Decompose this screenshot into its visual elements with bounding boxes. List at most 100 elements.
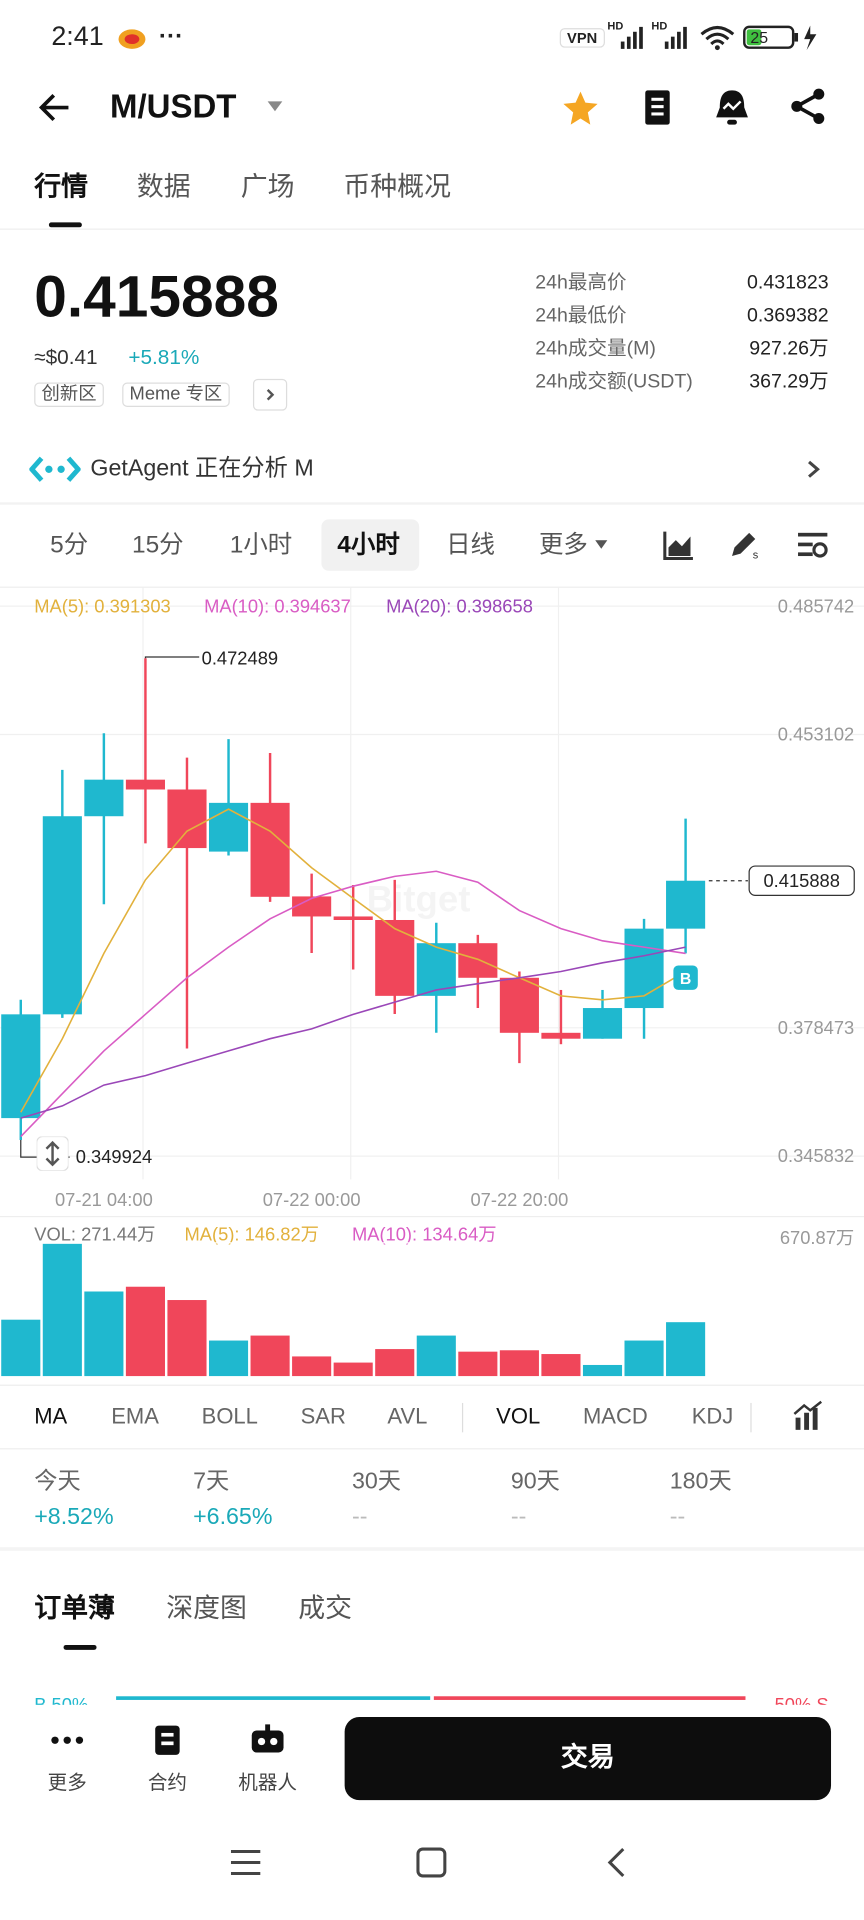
ma-legend: MA(20): 0.398658 <box>386 595 533 616</box>
volume-bar <box>458 1351 498 1377</box>
volume-legend: VOL: 271.44万 <box>34 1223 155 1244</box>
volume-bar <box>42 1243 82 1377</box>
trade-label[interactable]: 交易 <box>560 1741 615 1773</box>
candle-body <box>582 1008 623 1039</box>
bot-icon[interactable] <box>249 1723 286 1757</box>
last-price-box <box>748 865 855 897</box>
weibo-icon <box>118 29 146 49</box>
nav-back[interactable] <box>604 1845 628 1879</box>
last-price: 0.415888 <box>34 265 279 331</box>
tag-more[interactable] <box>252 378 288 411</box>
notes-icon[interactable] <box>640 88 674 127</box>
indicator-tab[interactable]: BOLL <box>201 1403 258 1429</box>
volume-bar <box>167 1300 207 1377</box>
alert-icon[interactable] <box>714 88 751 127</box>
candle-body <box>1 1014 41 1119</box>
nav-home[interactable] <box>414 1845 448 1879</box>
orderbook-tab[interactable]: 深度图 <box>166 1592 247 1624</box>
separator <box>461 1402 464 1433</box>
bottom-nav-label[interactable]: 更多 <box>47 1773 87 1795</box>
bottom-nav-label[interactable]: 机器人 <box>238 1773 297 1795</box>
settings-icon[interactable] <box>797 530 829 559</box>
period-change: -- <box>351 1504 368 1531</box>
buy-marker <box>673 965 698 990</box>
divider <box>0 502 864 505</box>
period-label: 7天 <box>193 1469 230 1495</box>
interval[interactable]: 5分 <box>50 531 89 559</box>
favorite-star[interactable] <box>562 89 599 126</box>
more-icon[interactable] <box>49 1726 86 1755</box>
stat-label: 24h最高价 <box>535 272 627 294</box>
volume-bar <box>1 1319 41 1377</box>
indicator-settings[interactable] <box>792 1400 824 1433</box>
tab[interactable]: 广场 <box>240 171 295 203</box>
volume-bar <box>333 1362 373 1377</box>
battery-level: 25 <box>750 28 769 47</box>
candle-body <box>250 802 290 897</box>
tab-underline <box>48 222 82 228</box>
period-label: 180天 <box>669 1469 732 1495</box>
back-arrow[interactable] <box>37 90 74 124</box>
usd-price: ≈$0.41 <box>34 346 98 370</box>
x-tick-label: 07-22 20:00 <box>470 1189 568 1210</box>
candle-body <box>42 816 82 1015</box>
indicator-tab[interactable]: SAR <box>300 1403 346 1429</box>
battery-icon <box>743 25 817 51</box>
tab[interactable]: 行情 <box>34 171 89 203</box>
status-hd: HD <box>607 20 624 33</box>
zone-tag[interactable]: Meme 专区 <box>122 382 230 408</box>
orderbook-tab[interactable]: 订单薄 <box>34 1592 115 1624</box>
volume-bar <box>416 1335 456 1377</box>
zone-tag[interactable]: 创新区 <box>34 382 104 408</box>
indicator-tab[interactable]: VOL <box>496 1403 541 1429</box>
high-label: 0.472489 <box>202 647 278 668</box>
svg-text:s: s <box>753 549 759 560</box>
interval[interactable]: 1小时 <box>229 531 293 559</box>
trade-button[interactable] <box>344 1717 832 1801</box>
candle-body <box>125 779 165 790</box>
scale-toggle[interactable] <box>36 1136 69 1171</box>
ma-legend: MA(10): 0.394637 <box>204 595 351 616</box>
interval[interactable]: 15分 <box>131 531 184 559</box>
volume-legend: MA(10): 134.64万 <box>352 1223 497 1244</box>
period-label: 90天 <box>510 1469 560 1495</box>
interval[interactable]: 更多 <box>538 531 588 559</box>
indicator-tab[interactable]: AVL <box>387 1403 428 1429</box>
stat-value: 0.431823 <box>747 272 829 294</box>
period-label: 30天 <box>351 1469 402 1495</box>
status-more: ··· <box>158 22 184 50</box>
nav-menu[interactable] <box>227 1845 264 1879</box>
volume-bar <box>541 1354 581 1377</box>
more-dropdown[interactable] <box>595 540 608 550</box>
x-tick-label: 07-21 04:00 <box>55 1189 153 1210</box>
pair-dropdown[interactable] <box>266 100 283 112</box>
chevron-right[interactable] <box>807 460 822 480</box>
candle-body <box>541 1032 581 1039</box>
candle-body <box>499 977 539 1033</box>
tab[interactable]: 币种概况 <box>343 171 451 203</box>
share-icon[interactable] <box>789 88 826 125</box>
indicator-tab[interactable]: KDJ <box>691 1403 734 1429</box>
stat-value: 927.26万 <box>749 338 829 360</box>
interval[interactable]: 4小时 <box>337 531 400 559</box>
agent-text: GetAgent 正在分析 M <box>90 456 314 482</box>
volume-bar <box>666 1322 706 1377</box>
wifi-icon <box>700 25 735 51</box>
tab[interactable]: 数据 <box>136 171 191 203</box>
candle-body <box>375 919 415 996</box>
chevron <box>266 388 275 401</box>
volume-bar <box>292 1356 332 1377</box>
stat-value: 0.369382 <box>747 305 829 327</box>
orderbook-tab[interactable]: 成交 <box>298 1592 352 1624</box>
draw-icon[interactable]: s <box>728 529 762 561</box>
indicator-tab[interactable]: MACD <box>582 1403 648 1429</box>
bottom-nav-label[interactable]: 合约 <box>147 1773 187 1795</box>
low-label: 0.349924 <box>76 1146 152 1167</box>
chart-type-icon[interactable] <box>662 529 694 561</box>
contract-icon[interactable] <box>152 1723 184 1757</box>
interval[interactable]: 日线 <box>446 531 495 559</box>
stat-label: 24h最低价 <box>535 305 627 327</box>
indicator-tab[interactable]: MA <box>34 1403 68 1429</box>
indicator-tab[interactable]: EMA <box>111 1403 159 1429</box>
